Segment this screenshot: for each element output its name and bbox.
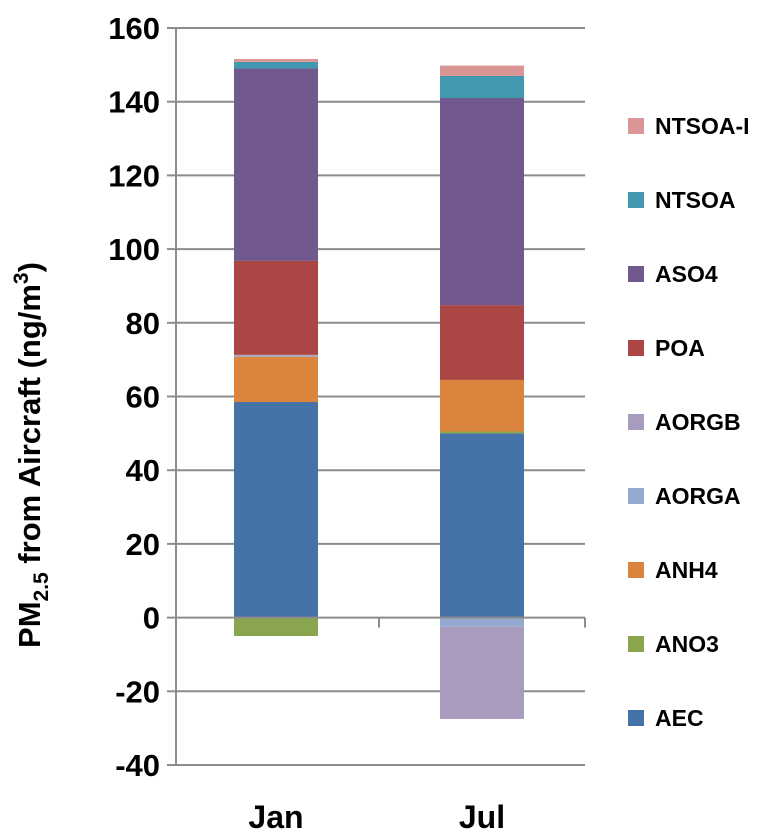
y-tick-label: 60: [126, 380, 160, 415]
y-tick-label: 140: [108, 85, 160, 120]
legend-label-poa: POA: [655, 335, 705, 361]
bar-segment-aso4-jul: [440, 98, 524, 306]
bar-segment-ano3-jul: [440, 431, 524, 434]
bar-segment-poa-jan: [234, 260, 318, 355]
y-axis-title: PM2.5 from Aircraft (ng/m3): [10, 262, 53, 648]
y-tick-label: -20: [115, 674, 160, 709]
bar-segment-anh4-jan: [234, 356, 318, 403]
bar-segment-ntsoa-jul: [440, 75, 524, 99]
y-tick-label: 160: [108, 11, 160, 46]
legend-swatch-aso4: [628, 266, 644, 282]
legend-label-aso4: ASO4: [655, 261, 718, 287]
bar-segment-aso4-jan: [234, 68, 318, 261]
bar-segment-aorgb-jul: [440, 626, 524, 719]
legend-label-ntsoa-i: NTSOA-I: [655, 113, 750, 139]
x-category-label: Jul: [459, 799, 505, 835]
y-tick-label: 120: [108, 158, 160, 193]
bar-segment-aorga-jan: [234, 355, 318, 357]
bar-segment-anh4-jul: [440, 379, 524, 432]
y-tick-labels: -40 -20 0 20 40 60 80 100 120 140 160: [108, 11, 160, 783]
legend-swatch-ano3: [628, 636, 644, 652]
x-category-labels: Jan Jul: [248, 799, 505, 835]
x-category-label: Jan: [248, 799, 303, 835]
bar-segment-aec-jan: [234, 402, 318, 618]
bar-segment-ntsoa-i-jul: [440, 65, 524, 76]
legend-swatch-aec: [628, 710, 644, 726]
legend-label-aorga: AORGA: [655, 483, 741, 509]
legend-label-anh4: ANH4: [655, 557, 718, 583]
bar-segment-aorgb-jan: [234, 354, 318, 356]
bar-segment-ntsoa-i-jan: [234, 58, 318, 62]
y-tick-label: 100: [108, 232, 160, 267]
y-tick-label: 80: [126, 306, 160, 341]
bar-segment-ntsoa-jan: [234, 61, 318, 69]
bars: [234, 58, 524, 719]
legend-label-aec: AEC: [655, 705, 704, 731]
legend-swatch-poa: [628, 340, 644, 356]
legend-label-ano3: ANO3: [655, 631, 719, 657]
legend-label-aorgb: AORGB: [655, 409, 741, 435]
legend-label-ntsoa: NTSOA: [655, 187, 736, 213]
bar-segment-aec-jul: [440, 433, 524, 618]
y-tick-label: 20: [126, 527, 160, 562]
legend-swatch-anh4: [628, 562, 644, 578]
bar-segment-ano3-jan: [234, 617, 318, 637]
legend: NTSOA-I NTSOA ASO4 POA AORGB AORGA ANH4 ANO3 AEC: [628, 113, 750, 731]
bar-segment-aorga-jul: [440, 617, 524, 627]
bar-segment-poa-jul: [440, 305, 524, 380]
legend-swatch-aorga: [628, 488, 644, 504]
y-tick-label: 40: [126, 453, 160, 488]
y-tick-label: 0: [143, 601, 160, 636]
legend-swatch-aorgb: [628, 414, 644, 430]
y-tick-label: -40: [115, 748, 160, 783]
axes: [167, 27, 586, 766]
legend-swatch-ntsoa-i: [628, 118, 644, 134]
legend-swatch-ntsoa: [628, 192, 644, 208]
